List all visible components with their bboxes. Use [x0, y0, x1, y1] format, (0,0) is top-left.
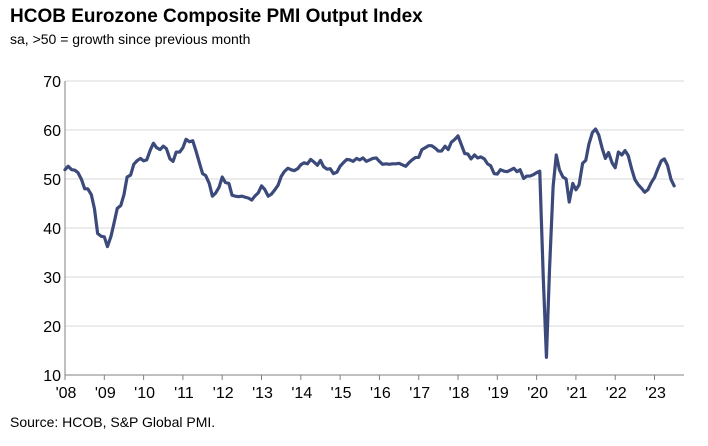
x-tick-label: '19 — [488, 385, 509, 402]
gridlines — [65, 80, 684, 327]
x-tick-label: '13 — [252, 385, 273, 402]
x-tick-label: '08 — [56, 385, 77, 402]
axes — [64, 81, 684, 380]
x-tick-label: '16 — [370, 385, 391, 402]
y-tick-label: 10 — [43, 368, 61, 385]
x-tick-labels: '08 '09 '10 '11 '12 '13 '14 '15 '16 '17 '18 '19 '20 '… — [56, 385, 666, 402]
series-group — [63, 127, 676, 359]
x-tick-label: '15 — [331, 385, 352, 402]
x-tick-label: '14 — [291, 385, 312, 402]
x-tick-label: '10 — [134, 385, 155, 402]
x-tick-label: '17 — [409, 385, 430, 402]
x-tick-label: '12 — [213, 385, 234, 402]
series-line-composite-pmi — [63, 127, 676, 359]
x-tick-label: '21 — [566, 385, 587, 402]
y-tick-labels: 10 20 30 40 50 60 70 — [43, 74, 61, 385]
x-tick-label: '23 — [645, 385, 666, 402]
x-tick-label: '11 — [174, 385, 194, 402]
x-tick-label: '22 — [606, 385, 627, 402]
x-tick-label: '09 — [95, 385, 116, 402]
chart-title: HCOB Eurozone Composite PMI Output Index — [10, 6, 423, 27]
chart-subtitle: sa, >50 = growth since previous month — [10, 31, 251, 47]
chart-source: Source: HCOB, S&P Global PMI. — [10, 414, 216, 430]
y-tick-label: 50 — [43, 172, 61, 189]
x-tick-label: '20 — [527, 385, 548, 402]
y-tick-label: 70 — [43, 74, 61, 91]
y-tick-label: 40 — [43, 221, 61, 238]
y-tick-label: 30 — [43, 270, 61, 287]
y-tick-label: 60 — [43, 123, 61, 140]
y-tick-label: 20 — [43, 319, 61, 336]
x-tick-label: '18 — [449, 385, 470, 402]
